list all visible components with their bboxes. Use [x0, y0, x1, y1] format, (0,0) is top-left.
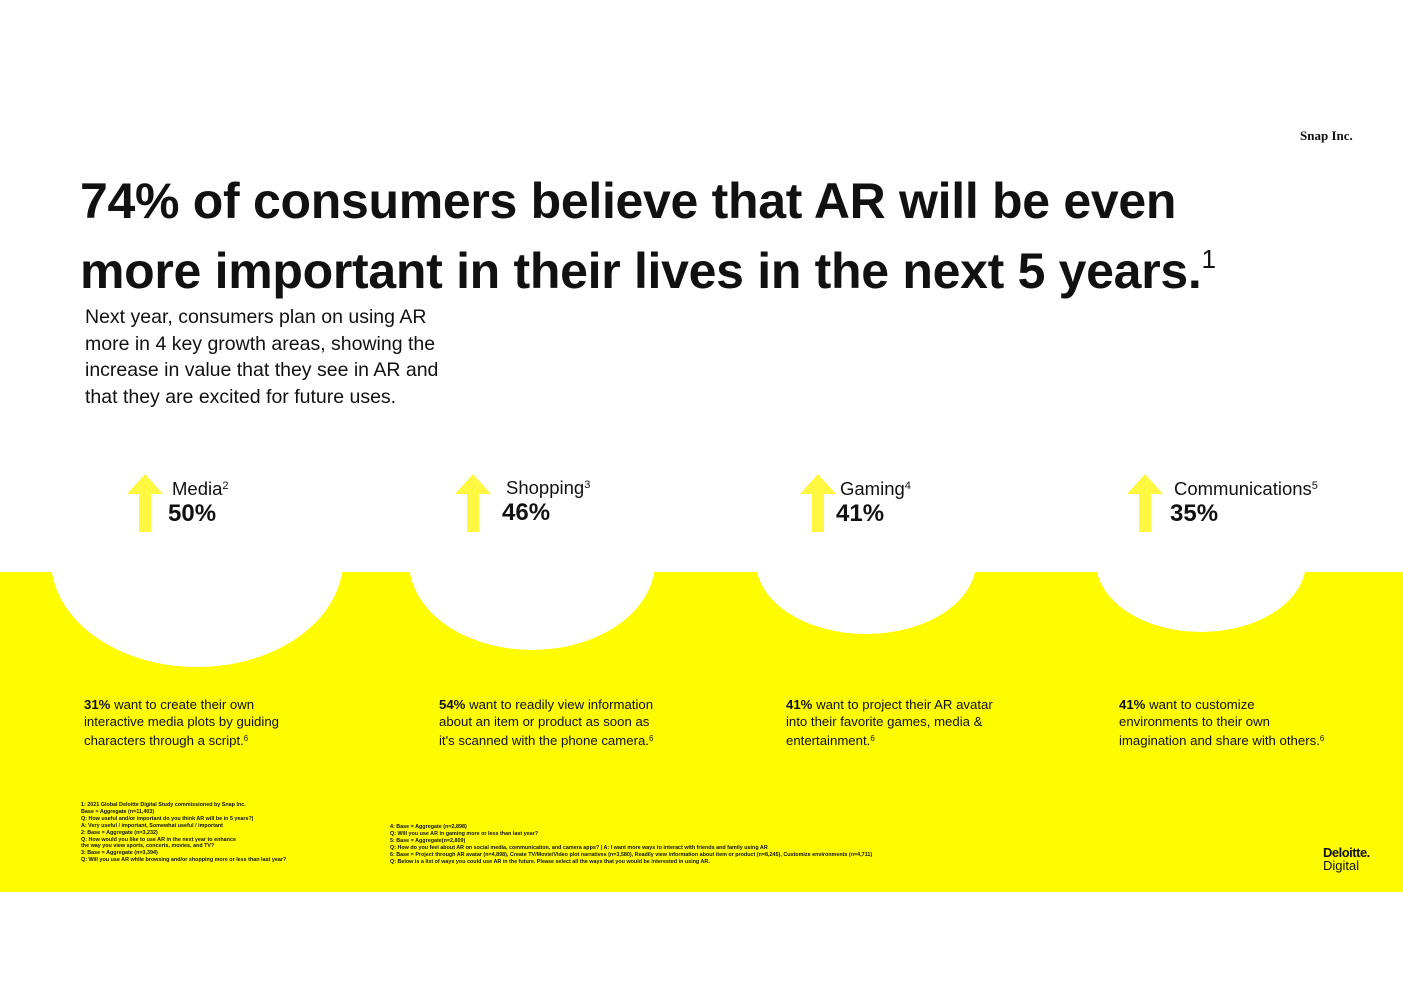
detail-line: about an item or product as soon as [439, 713, 653, 730]
detail-line: imagination and share with others.6 [1119, 730, 1324, 749]
area-name-text: Gaming [840, 478, 905, 499]
detail-line: characters through a script.6 [84, 730, 279, 749]
detail-text: want to create their own [114, 697, 255, 712]
footnote-line: the way you view sports, concerts, movie… [81, 843, 215, 850]
footnote-line: 5: Base = Aggregate(n=2,809) [390, 837, 466, 844]
footnotes-middle: 4: Base = Aggregate (n=2,898) Q: Will you… [390, 824, 872, 865]
area-note: 3 [584, 479, 591, 491]
area-note: 2 [222, 480, 229, 492]
detail-stat: 41% [786, 697, 813, 712]
detail-line: interactive media plots by guiding [84, 713, 279, 730]
detail-note: 6 [870, 734, 875, 743]
detail-text: want to project their AR avatar [816, 697, 993, 712]
detail-text: want to customize [1149, 697, 1255, 712]
detail-text: characters through a script. [84, 733, 244, 748]
detail-text: entertainment. [786, 733, 871, 748]
detail-note: 6 [648, 734, 654, 743]
footnote-line: Q: How do you feel about AR on social me… [390, 844, 768, 851]
subtitle-line: that they are excited for future uses. [85, 385, 397, 408]
area-header: Communications5 35% [1170, 478, 1318, 528]
up-arrow [127, 474, 163, 532]
area-detail: 54% want to readily view information abou… [439, 696, 653, 749]
area-name: Media2 [172, 478, 229, 500]
area-name-text: Shopping [506, 477, 585, 498]
title: 74% of consumers believe that AR will be… [80, 172, 1216, 300]
detail-line: 41% want to project their AR avatar [786, 696, 993, 713]
detail-line: 31% want to create their own [84, 696, 279, 713]
subtitle-line: more in 4 key growth areas, showing the [85, 332, 436, 355]
cutout [51, 453, 343, 667]
up-arrow [1127, 474, 1163, 532]
detail-stat: 54% [439, 697, 466, 712]
area-percent: 46% [502, 499, 551, 526]
area-name-text: Communications [1174, 478, 1312, 499]
detail-text: about an item or product as soon as [439, 714, 650, 729]
area-percent: 35% [1170, 500, 1219, 527]
area-name-text: Media [172, 478, 223, 499]
detail-text: into their favorite games, media & [786, 714, 983, 729]
subtitle: Next year, consumers plan on using AR mo… [85, 304, 438, 410]
detail-line: entertainment.6 [786, 730, 993, 749]
detail-line: 54% want to readily view information [439, 696, 653, 713]
detail-text: want to readily view information [469, 697, 654, 712]
area-note: 5 [1311, 480, 1318, 492]
footnote-line: Base = Aggregate (n=11,403) [81, 808, 155, 815]
title-line: more important in their lives in the nex… [80, 230, 1216, 300]
area-note: 4 [904, 480, 911, 492]
title-text: more important in their lives in the nex… [80, 243, 1202, 299]
up-arrow [455, 474, 491, 532]
logo-line: Deloitte. [1323, 845, 1370, 860]
detail-text: it's scanned with the phone camera. [439, 733, 649, 748]
cutout [756, 490, 976, 634]
area-name: Gaming4 [840, 478, 911, 500]
footnote-line: A: Very useful / important, Somewhat use… [81, 822, 223, 829]
up-arrow [800, 474, 836, 532]
footnote-line: 1: 2021 Global Deloitte Digital Study co… [81, 802, 246, 808]
brand: Snap Inc. [1300, 128, 1353, 143]
footnote-line: Q: Will you use AR in gaming more or les… [390, 830, 539, 837]
detail-text: imagination and share with others. [1119, 733, 1320, 748]
footnote-line: 6: Base = Project through AR avatar (n=4… [390, 851, 873, 858]
area-detail: 41% want to customize environments to the… [1119, 696, 1324, 749]
logo: Deloitte. Digital [1323, 846, 1370, 872]
footnote-line: Q: How would you like to use AR in the n… [81, 836, 236, 843]
footnotes-left: 1: 2021 Global Deloitte Digital Study co… [81, 802, 286, 864]
detail-text: interactive media plots by guiding [84, 714, 279, 729]
detail-note: 6 [1319, 734, 1325, 743]
detail-stat: 41% [1119, 697, 1146, 712]
area-header: Media2 50% [168, 478, 229, 528]
detail-line: 41% want to customize [1119, 696, 1324, 713]
title-note: 1 [1201, 244, 1216, 274]
footnote-line: Q: Will you use AR while browsing and/or… [81, 857, 287, 864]
footnote-line: Q: Below is a list of ways you could use… [390, 858, 710, 865]
title-line: 74% of consumers believe that AR will be… [80, 173, 1177, 229]
detail-stat: 31% [84, 697, 111, 712]
footnote-line: 4: Base = Aggregate (n=2,898) [390, 824, 467, 830]
detail-note: 6 [243, 734, 249, 743]
footnote-line: Q: How useful and/or important do you th… [81, 815, 254, 822]
detail-line: into their favorite games, media & [786, 713, 993, 730]
logo-line: Digital [1323, 858, 1360, 873]
detail-line: environments to their own [1119, 713, 1324, 730]
area-name: Communications5 [1174, 478, 1318, 500]
area-detail: 31% want to create their own interactive … [84, 696, 279, 749]
area-header: Gaming4 41% [836, 478, 911, 528]
detail-text: environments to their own [1119, 714, 1270, 729]
footnote-line: 3: Base = Aggregate (n=3,394) [81, 850, 158, 857]
subtitle-line: increase in value that they see in AR an… [85, 359, 439, 381]
subtitle-line: Next year, consumers plan on using AR [85, 306, 427, 328]
area-header: Shopping3 46% [502, 477, 590, 527]
area-percent: 50% [168, 500, 217, 527]
area-detail: 41% want to project their AR avatar into … [786, 696, 993, 749]
area-percent: 41% [836, 500, 885, 527]
detail-line: it's scanned with the phone camera.6 [439, 730, 653, 749]
footnote-line: 2: Base = Aggregate (n=3,232) [81, 829, 158, 836]
area-name: Shopping3 [506, 477, 590, 499]
